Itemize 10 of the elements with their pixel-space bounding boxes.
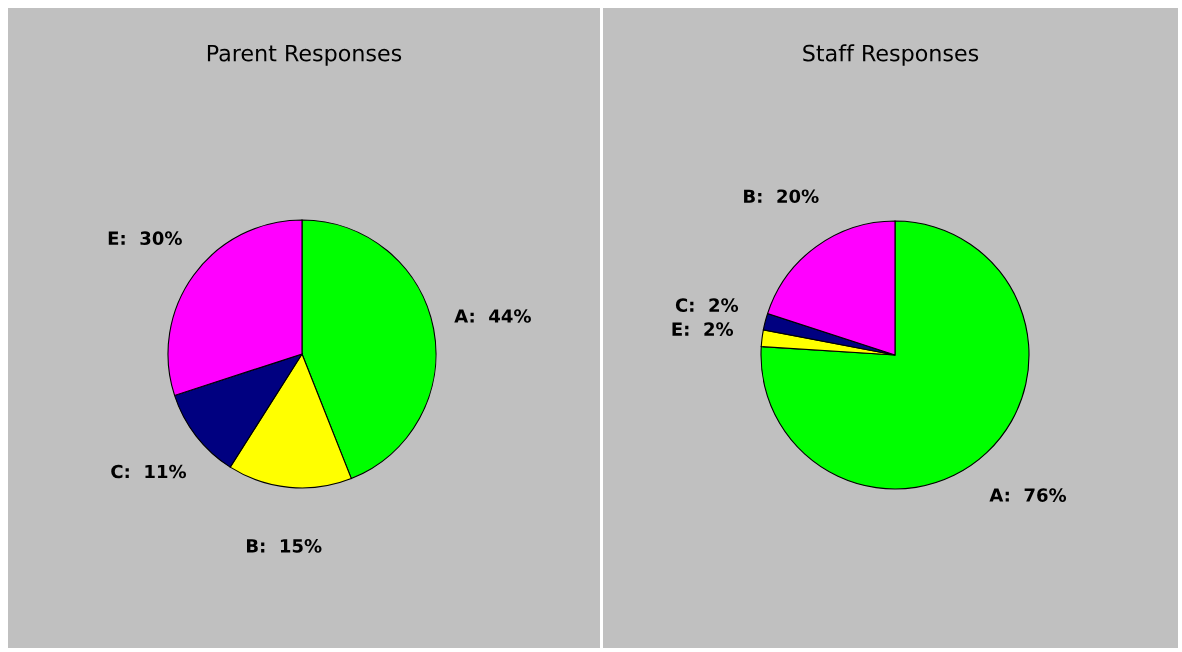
chart-title: Parent Responses	[207, 44, 402, 66]
slice-label: E: 2%	[672, 322, 734, 336]
slice-label: E: 30%	[108, 231, 182, 246]
slice-label: C: 11%	[111, 464, 187, 479]
chart-title: Staff Responses	[803, 44, 979, 66]
slice-label: B: 15%	[246, 539, 322, 553]
slice-label: A: 44%	[454, 309, 531, 323]
slice-label: A: 76%	[989, 488, 1067, 502]
slice-label: B: 20%	[744, 189, 819, 204]
slice-label: C: 2%	[675, 298, 739, 312]
